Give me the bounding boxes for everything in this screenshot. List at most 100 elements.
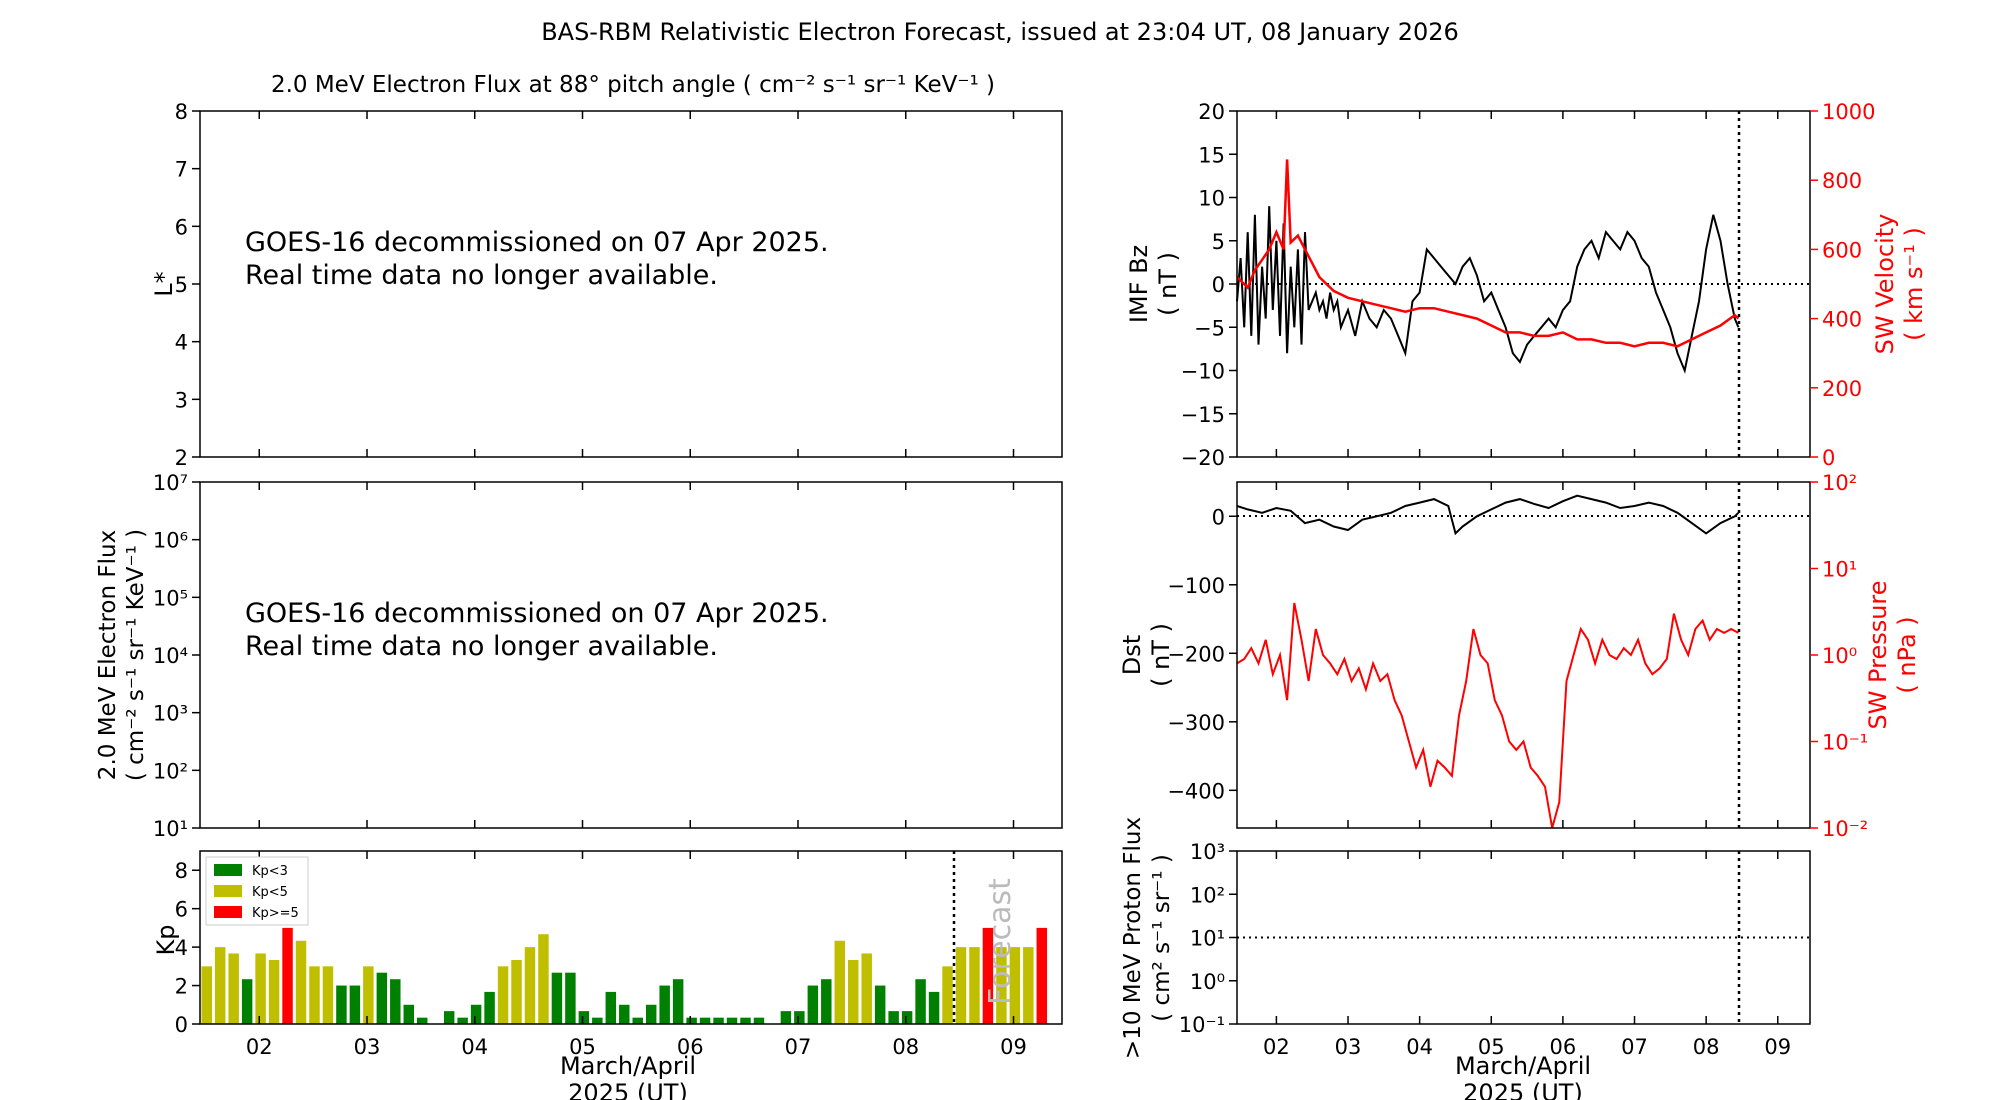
kp-bar <box>255 953 266 1024</box>
kp-legend: Kp<3 Kp<5 Kp>=5 <box>205 856 309 926</box>
kp-bar <box>484 991 495 1024</box>
kp-y-tick-label: 2 <box>175 975 188 999</box>
bz-y-tick-label: 15 <box>1198 143 1225 167</box>
proton-plot-area <box>1237 851 1810 1024</box>
kp-x-tick-label: 02 <box>246 1035 273 1059</box>
kp-bar <box>322 966 334 1024</box>
bz-y-tick-label: −15 <box>1181 403 1225 427</box>
sw-pressure-ylabel-line-2: ( nPa ) <box>1893 616 1921 693</box>
lstar-message-line-1: GOES-16 decommissioned on 07 Apr 2025. <box>245 227 829 258</box>
lstar-panel: 2.0 MeV Electron Flux at 88° pitch angle… <box>150 72 1063 470</box>
kp-bar <box>834 940 845 1024</box>
kp-bar <box>713 1017 724 1024</box>
kp-legend-label-mid: Kp<5 <box>252 885 288 900</box>
kp-bar <box>794 1011 805 1024</box>
proton-y-tick-label: 10² <box>1190 883 1225 907</box>
proton-ylabel-line-2: ( cm² s⁻¹ sr⁻¹ ) <box>1149 854 1175 1022</box>
kp-bar <box>605 991 617 1024</box>
kp-x-tick-label: 07 <box>785 1035 812 1059</box>
proton-panel: 10⁻¹ 10⁰ 10¹ 10² 10³ 02 03 04 05 06 07 08 09 >10 Me… <box>1120 817 1811 1100</box>
kp-bar <box>821 979 832 1024</box>
proton-x-ticks: 02 03 04 05 06 07 08 09 <box>1263 851 1791 1059</box>
kp-bar <box>228 953 239 1024</box>
proton-x-tick-label: 05 <box>1478 1035 1505 1059</box>
proton-xlabel-line-1: March/April <box>1455 1052 1591 1080</box>
sw-velocity-series-line <box>1236 159 1740 348</box>
sw-pressure-ylabel-line-1: SW Pressure <box>1864 580 1892 729</box>
kp-y-tick-label: 4 <box>175 936 188 960</box>
dst-y-ticks: −400 −300 −200 −100 0 <box>1167 505 1237 803</box>
kp-x-ticks: 02 03 04 05 06 07 08 09 <box>246 851 1027 1059</box>
kp-bar <box>861 953 872 1024</box>
kp-bar <box>619 1004 630 1024</box>
dst-series-line <box>1236 494 1740 536</box>
kp-bar <box>403 1004 414 1024</box>
eflux-ylabel-line-1: 2.0 MeV Electron Flux <box>95 530 121 780</box>
eflux-y-tick-label: 10⁵ <box>153 586 188 610</box>
lstar-y-tick-label: 7 <box>175 158 188 182</box>
kp-ylabel: Kp <box>152 925 180 956</box>
proton-x-tick-label: 04 <box>1406 1035 1433 1059</box>
kp-legend-swatch-mid <box>214 885 242 897</box>
kp-bar <box>699 1017 711 1024</box>
eflux-x-ticks <box>258 482 1015 828</box>
kp-bar <box>497 966 509 1024</box>
eflux-y-tick-label: 10³ <box>153 702 188 726</box>
kp-xlabel-line-1: March/April <box>560 1052 696 1080</box>
kp-bar <box>1009 947 1021 1024</box>
bz-series-line <box>1236 206 1740 374</box>
kp-x-tick-label: 05 <box>569 1035 596 1059</box>
bz-y-tick-label: −5 <box>1194 316 1225 340</box>
proton-y-ticks: 10⁻¹ 10⁰ 10¹ 10² 10³ <box>1179 840 1237 1037</box>
lstar-y-tick-label: 6 <box>175 215 188 239</box>
kp-bar <box>214 947 226 1024</box>
kp-bar <box>376 972 388 1024</box>
figure-title: BAS-RBM Relativistic Electron Forecast, … <box>541 18 1459 46</box>
kp-bar <box>942 966 953 1024</box>
kp-bar <box>726 1017 738 1024</box>
proton-x-tick-label: 03 <box>1335 1035 1362 1059</box>
sw-velocity-y-tick-label: 1000 <box>1822 100 1875 124</box>
bz-ylabel-line-1: IMF Bz <box>1125 245 1153 323</box>
sw-pressure-y-tick-label: 10² <box>1822 471 1857 495</box>
lstar-message-line-2: Real time data no longer available. <box>245 260 718 291</box>
kp-bar <box>996 947 1007 1024</box>
eflux-message-line-1: GOES-16 decommissioned on 07 Apr 2025. <box>245 598 829 629</box>
sw-velocity-y-tick-label: 800 <box>1822 169 1862 193</box>
eflux-plot-area <box>199 481 1063 829</box>
kp-x-tick-label: 06 <box>677 1035 704 1059</box>
sw-pressure-y-tick-label: 10⁻¹ <box>1822 731 1868 755</box>
bz-y-ticks: −20 −15 −10 −5 0 5 10 15 20 <box>1181 100 1237 470</box>
dst-y-tick-label: −300 <box>1167 711 1225 735</box>
kp-x-tick-label: 04 <box>461 1035 488 1059</box>
kp-xlabel-line-2: 2025 (UT) <box>568 1079 688 1100</box>
kp-bar <box>295 940 307 1024</box>
kp-bar <box>955 947 967 1024</box>
kp-bar <box>511 959 522 1024</box>
kp-bar <box>928 991 940 1024</box>
kp-bar <box>686 1017 697 1024</box>
sw-pressure-y-tick-label: 10¹ <box>1822 558 1857 582</box>
kp-bar <box>915 979 926 1024</box>
kp-legend-swatch-high <box>214 906 242 918</box>
lstar-y-tick-label: 8 <box>175 100 188 124</box>
kp-bar <box>874 985 886 1024</box>
kp-bar <box>457 1017 468 1024</box>
kp-bar <box>632 1017 643 1024</box>
bz-y-tick-label: 20 <box>1198 100 1225 124</box>
kp-bar <box>363 966 374 1024</box>
kp-legend-label-high: Kp>=5 <box>252 906 299 921</box>
lstar-x-ticks <box>258 111 1015 457</box>
kp-forecast-label: Forecast <box>983 878 1018 1005</box>
kp-bar <box>982 927 994 1024</box>
lstar-y-tick-label: 3 <box>175 388 188 412</box>
kp-bar <box>417 1017 428 1024</box>
sw-velocity-y-tick-label: 600 <box>1822 238 1862 262</box>
kp-bars <box>201 927 1048 1024</box>
bz-y-tick-label: −10 <box>1181 360 1225 384</box>
eflux-y-tick-label: 10⁴ <box>153 644 188 668</box>
kp-bar <box>443 1011 455 1024</box>
proton-ylabel-line-1: >10 MeV Proton Flux <box>1120 817 1146 1059</box>
lstar-title: 2.0 MeV Electron Flux at 88° pitch angle… <box>271 72 995 98</box>
